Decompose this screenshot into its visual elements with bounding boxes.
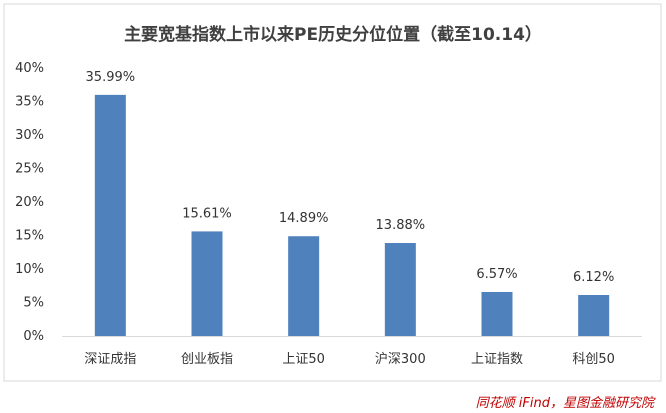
data-labels-group: 35.99% 15.61% 14.89% 13.88% 6.57% 6.12%: [86, 70, 615, 285]
data-label: 15.61%: [182, 206, 232, 221]
y-tick-label: 0%: [23, 329, 44, 344]
bar: [94, 94, 126, 336]
data-label: 35.99%: [86, 70, 136, 85]
x-axis-ticks: 深证成指 创业板指 上证50 沪深300 上证指数 科创50: [84, 351, 615, 367]
y-tick-label: 10%: [15, 262, 44, 277]
y-axis-ticks: 0% 5% 10% 15% 20% 25% 30% 35% 40%: [15, 61, 44, 344]
bar: [384, 243, 416, 336]
data-label: 6.57%: [476, 267, 517, 282]
bar: [288, 236, 320, 336]
y-tick-label: 5%: [23, 296, 44, 311]
chart-title: 主要宽基指数上市以来PE历史分位位置（截至10.14）: [124, 24, 542, 45]
x-tick-label: 上证指数: [471, 352, 523, 367]
bars-group: [94, 94, 610, 336]
x-tick-label: 深证成指: [84, 352, 136, 367]
y-tick-label: 35%: [15, 95, 44, 110]
y-tick-label: 20%: [15, 195, 44, 210]
x-tick-label: 上证50: [282, 352, 325, 367]
y-tick-label: 25%: [15, 162, 44, 177]
bar: [578, 294, 610, 336]
y-tick-label: 40%: [15, 61, 44, 76]
data-label: 13.88%: [376, 218, 426, 233]
bar: [191, 231, 223, 336]
x-tick-label: 沪深300: [375, 351, 426, 367]
y-tick-label: 30%: [15, 128, 44, 143]
x-tick-label: 创业板指: [181, 352, 233, 367]
x-tick-label: 科创50: [572, 352, 615, 367]
source-note: 同花顺 iFind，星图金融研究院: [476, 395, 656, 411]
bar: [481, 291, 513, 336]
y-tick-label: 15%: [15, 229, 44, 244]
data-label: 14.89%: [279, 211, 329, 226]
data-label: 6.12%: [573, 270, 614, 285]
